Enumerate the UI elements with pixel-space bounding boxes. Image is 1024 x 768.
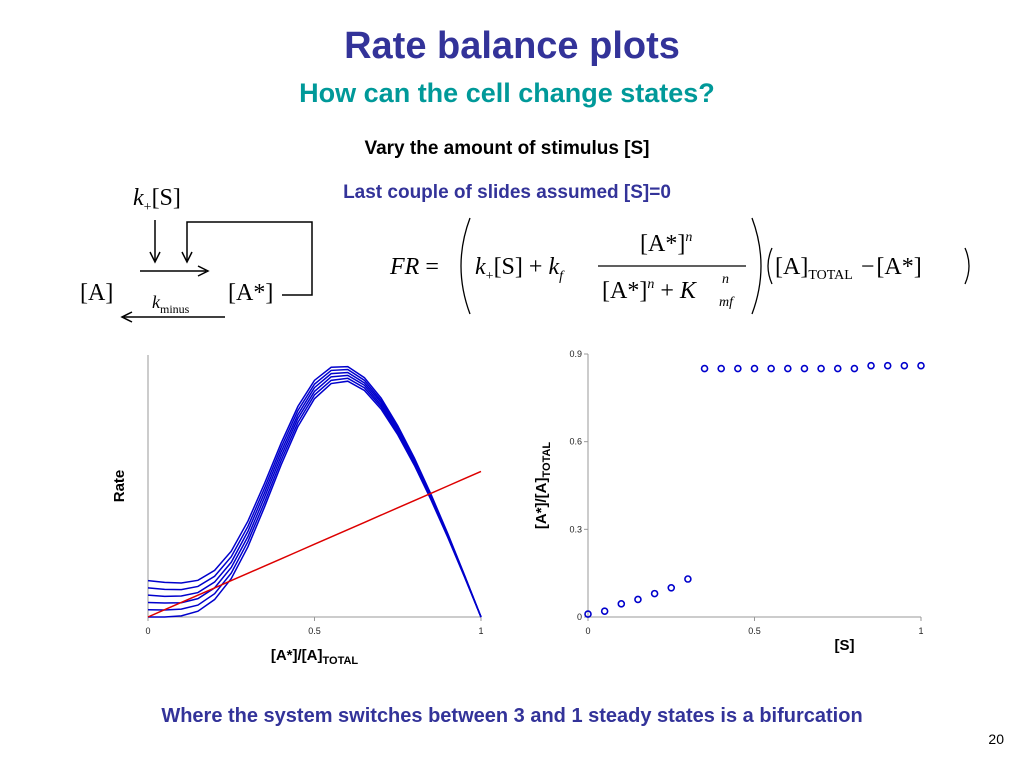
point	[634, 595, 642, 604]
point	[833, 364, 842, 373]
arrow-head	[149, 251, 161, 264]
k-sub: +	[486, 269, 494, 284]
k-sub: +	[144, 200, 152, 215]
paren	[964, 247, 970, 285]
x-axis-label-sub: TOTAL	[323, 655, 359, 667]
K: K	[679, 278, 698, 304]
equals: =	[425, 254, 439, 280]
s: [S]	[494, 254, 523, 280]
y-axis-label: [A*]/[A]TOTAL	[533, 442, 553, 530]
point	[767, 364, 775, 373]
point	[817, 364, 825, 373]
x-tick-label: 0.5	[308, 626, 321, 636]
arrow-head	[120, 311, 133, 323]
n: n	[685, 230, 692, 245]
point	[617, 600, 626, 608]
feedback-arrow	[186, 221, 313, 296]
title: Rate balance plots	[344, 25, 680, 67]
eq-stimulus: k+[S] + kf	[475, 254, 565, 284]
point	[883, 361, 892, 370]
y-axis-label: Rate	[111, 470, 128, 503]
diagram-arrows	[120, 220, 313, 323]
num: [A*]	[640, 231, 685, 257]
k: k	[475, 254, 486, 280]
series-line	[147, 365, 482, 618]
kf-sub: f	[559, 269, 565, 284]
paren	[751, 217, 762, 315]
K-sub: mf	[719, 295, 735, 310]
kf: k	[548, 254, 559, 280]
k-minus: k	[152, 292, 161, 312]
x-tick-label: 1	[918, 626, 923, 636]
point	[850, 364, 859, 373]
k: k	[133, 185, 144, 211]
eq-total: [A]TOTAL −[A*]	[775, 254, 922, 283]
a: [A]	[80, 280, 113, 306]
point	[600, 607, 609, 615]
arrow-head	[181, 251, 193, 264]
point	[900, 361, 909, 370]
y-tick-label: 0.3	[569, 524, 582, 534]
point	[667, 583, 676, 592]
point	[684, 575, 692, 583]
s: [S]	[152, 185, 181, 211]
point	[700, 364, 709, 373]
point	[734, 364, 742, 373]
point	[584, 610, 592, 618]
footer: Where the system switches between 3 and …	[161, 705, 862, 727]
chart: 0 0.5 1	[145, 355, 484, 636]
n: n	[647, 277, 654, 292]
subtitle: How can the cell change states?	[299, 78, 715, 108]
k-minus-sub: minus	[160, 302, 190, 316]
paren	[767, 247, 773, 285]
heading: Vary the amount of stimulus [S]	[364, 138, 649, 159]
point	[917, 361, 925, 370]
page-number: 20	[988, 731, 1004, 747]
a: [A]	[775, 254, 808, 280]
point	[650, 589, 659, 598]
den-plus: +	[660, 278, 674, 304]
plus: +	[529, 254, 543, 280]
numerator: [A*]n	[640, 230, 692, 257]
paren	[460, 217, 471, 315]
equation: FR = k+[S] + kf [A*]n [A*]n + K n mf [A]TOTAL…	[389, 230, 922, 310]
point	[800, 364, 809, 373]
x-axis-label-text: [A*]/[A]	[271, 647, 323, 664]
eq-lhs: FR =	[389, 254, 439, 280]
chart: 0 0.5 1 0 0.3 0.6 0.9	[569, 349, 925, 636]
a-star: [A*]	[876, 254, 921, 280]
a-star: [A*]	[228, 280, 273, 306]
diagram-text: k+[S]	[133, 185, 181, 215]
y-tick-label: 0.6	[569, 437, 582, 447]
arrow-head	[197, 265, 210, 277]
x-tick-label: 0	[145, 626, 150, 636]
point	[867, 361, 875, 370]
minus: −	[861, 254, 875, 280]
x-tick-label: 1	[478, 626, 483, 636]
x-tick-label: 0	[585, 626, 590, 636]
y-tick-label: 0	[577, 612, 582, 622]
series-line	[147, 470, 482, 618]
K-sup: n	[722, 272, 729, 287]
a-sub: TOTAL	[808, 268, 853, 283]
denominator: [A*]n + K	[602, 277, 698, 304]
fr: FR	[389, 254, 420, 280]
y-axis-label-sub: TOTAL	[541, 442, 553, 478]
point	[750, 364, 759, 373]
k-minus-text: kminus	[152, 292, 190, 316]
reaction-diagram: k+[S] [A] [A*] kminus	[80, 185, 273, 316]
x-tick-label: 0.5	[748, 626, 761, 636]
y-tick-label: 0.9	[569, 349, 582, 359]
equation-layout	[460, 217, 970, 315]
y-axis-label-text: [A*]/[A]	[533, 478, 550, 530]
point	[783, 364, 792, 373]
note: Last couple of slides assumed [S]=0	[343, 182, 671, 203]
point	[717, 364, 726, 373]
x-axis-label: [A*]/[A]TOTAL	[271, 647, 359, 667]
den: [A*]	[602, 278, 647, 304]
x-axis-label: [S]	[835, 637, 855, 654]
